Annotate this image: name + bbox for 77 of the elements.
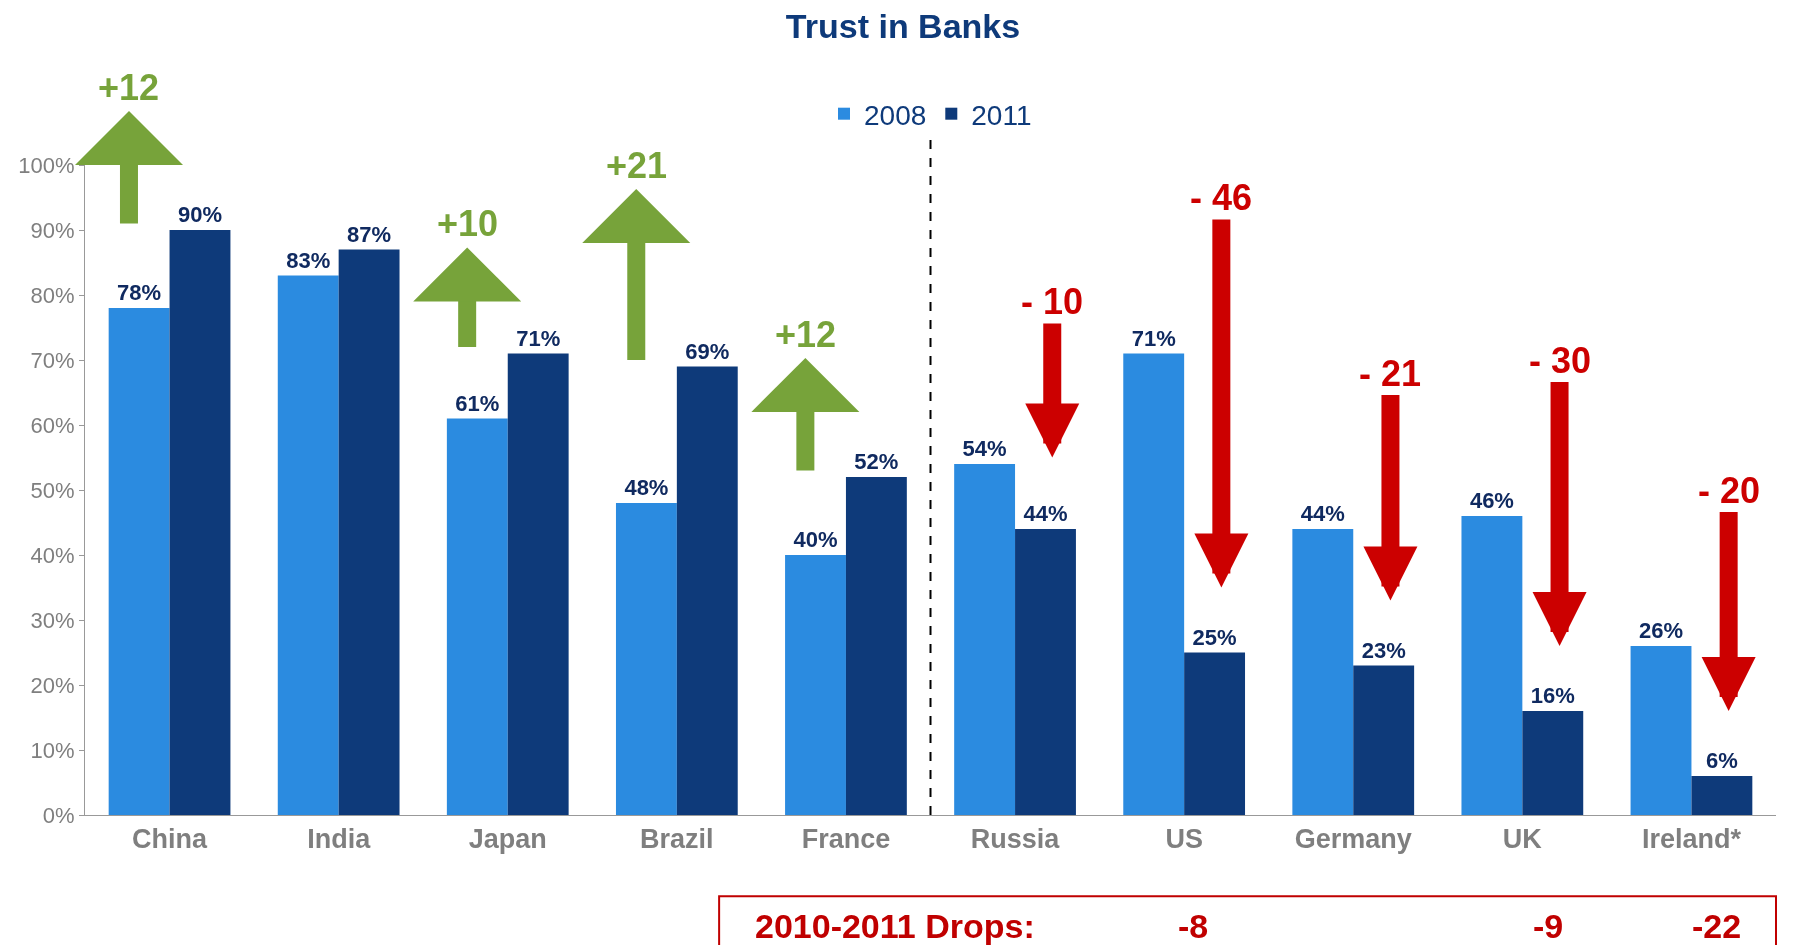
data-label: 40% (793, 527, 838, 552)
annotation: - 20 (1698, 470, 1761, 511)
bar (1691, 776, 1753, 815)
text: -9 (1533, 907, 1564, 945)
x-tick-label: US (1165, 824, 1203, 855)
data-label: 69% (685, 338, 730, 364)
bar (507, 353, 569, 815)
x-tick-label: Russia (970, 824, 1061, 855)
bar (615, 503, 677, 815)
y-tick-label: 70% (30, 347, 75, 373)
annotation: - 30 (1529, 340, 1592, 381)
bar (1292, 529, 1354, 815)
y-tick-label: 100% (18, 152, 75, 178)
bar (1184, 652, 1246, 815)
annotation: +10 (437, 203, 499, 244)
bar (785, 555, 846, 815)
x-tick-label: Ireland* (1641, 824, 1742, 855)
x-tick-label: France (801, 824, 891, 855)
data-label: 78% (117, 280, 162, 305)
annotation: - 21 (1359, 353, 1422, 394)
text: +12 (98, 67, 160, 108)
annotation: +12 (775, 314, 837, 355)
annotation: +21 (606, 145, 668, 186)
legend-label: 2008 (864, 99, 927, 131)
data-label: 54% (962, 436, 1007, 461)
data-label: 52% (854, 449, 899, 474)
data-label: 44% (1300, 501, 1345, 526)
data-label: 61% (455, 390, 500, 416)
x-tick-label: Japan (468, 824, 547, 855)
bar (954, 464, 1016, 815)
bar (446, 418, 508, 815)
legend-label: 2011 (971, 99, 1032, 131)
text: -8 (1178, 907, 1209, 945)
bar (1353, 665, 1415, 815)
data-label: 23% (1361, 637, 1406, 663)
x-tick-label: China (132, 824, 209, 855)
data-label: 26% (1638, 618, 1684, 643)
x-tick-label: UK (1502, 824, 1543, 855)
bar (1015, 529, 1076, 815)
y-tick-label: 80% (30, 282, 75, 308)
bar (845, 477, 907, 815)
data-label: 48% (624, 475, 669, 500)
data-label: 16% (1530, 683, 1575, 708)
text: -22 (1692, 907, 1742, 945)
x-tick-label: Germany (1294, 824, 1412, 855)
bar (676, 366, 738, 815)
bar (1123, 353, 1185, 815)
bar (1522, 711, 1584, 815)
annotation: - 46 (1190, 177, 1253, 218)
data-label: 90% (177, 202, 223, 227)
y-tick-label: 30% (30, 607, 75, 633)
data-label: 83% (286, 247, 331, 273)
bar (1461, 516, 1523, 815)
data-label: 25% (1192, 624, 1237, 650)
data-label: 87% (347, 221, 392, 247)
bar (338, 249, 400, 815)
data-label: 6% (1705, 748, 1738, 773)
chart-title: Trust in Banks (785, 6, 1021, 45)
data-label: 46% (1469, 488, 1514, 513)
x-tick-label: Brazil (640, 824, 714, 855)
y-tick-label: 0% (42, 802, 75, 828)
bar (169, 230, 231, 815)
bar (108, 308, 170, 815)
bar (277, 275, 339, 815)
y-tick-label: 90% (30, 217, 75, 243)
y-tick-label: 50% (30, 477, 75, 503)
data-label: 44% (1023, 501, 1068, 526)
x-tick-label: India (307, 824, 372, 855)
y-tick-label: 10% (30, 737, 75, 763)
data-label: 71% (516, 325, 561, 351)
y-tick-label: 40% (30, 542, 75, 568)
bar (1630, 646, 1692, 815)
y-tick-label: 60% (30, 412, 75, 438)
y-tick-label: 20% (30, 672, 75, 698)
text: 2010-2011 Drops: (755, 907, 1035, 945)
annotation: - 10 (1021, 281, 1084, 322)
data-label: 71% (1131, 325, 1176, 351)
